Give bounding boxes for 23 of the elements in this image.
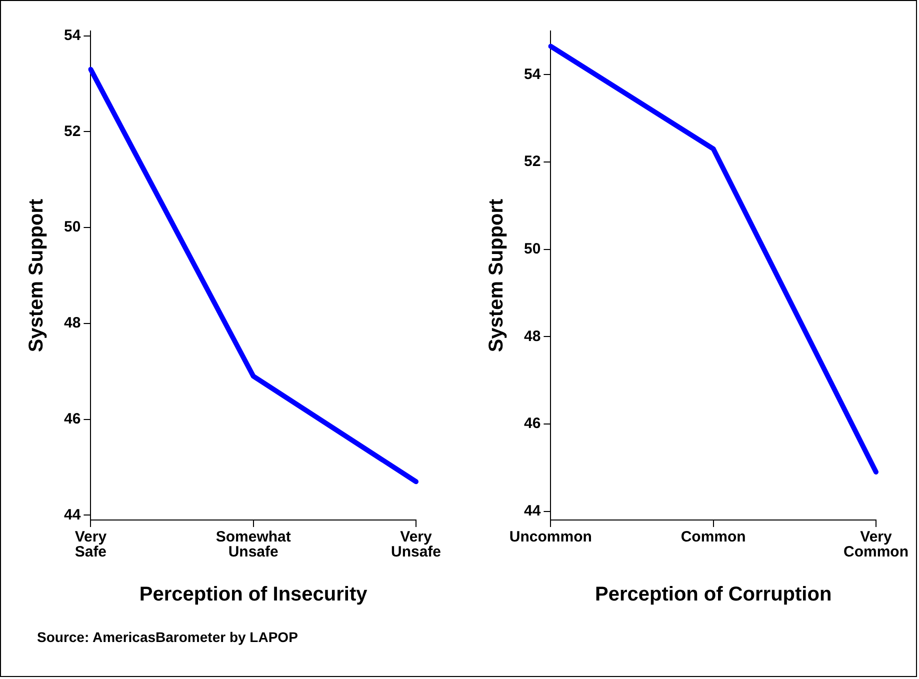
x-tick-label: Very Safe bbox=[74, 528, 108, 561]
y-tick-label: 44 bbox=[524, 502, 542, 520]
y-tick-label: 44 bbox=[64, 506, 82, 524]
x-tick-label: Very Unsafe bbox=[390, 528, 442, 561]
x-tick-label: Common bbox=[680, 528, 746, 546]
x-tick-label: Somewhat Unsafe bbox=[216, 528, 291, 561]
y-tick-label: 46 bbox=[64, 410, 81, 428]
y-tick-label: 48 bbox=[524, 328, 541, 345]
source-note: Source: AmericasBarometer by LAPOP bbox=[37, 629, 298, 645]
x-axis-title: Perception of Corruption bbox=[595, 584, 832, 606]
y-tick-label: 46 bbox=[524, 415, 541, 432]
y-axis-title: System Support bbox=[26, 198, 48, 352]
y-tick-label: 54 bbox=[64, 26, 82, 44]
y-tick-label: 50 bbox=[524, 240, 541, 258]
y-tick-label: 48 bbox=[64, 314, 81, 332]
x-tick-label: Very Common bbox=[844, 528, 908, 561]
x-tick-label: Uncommon bbox=[509, 528, 592, 546]
y-tick-label: 52 bbox=[64, 122, 81, 140]
y-axis-title: System Support bbox=[486, 198, 508, 352]
y-tick-label: 50 bbox=[64, 218, 81, 236]
y-tick-label: 54 bbox=[524, 66, 542, 83]
x-axis-title: Perception of Insecurity bbox=[139, 584, 368, 606]
y-tick-label: 52 bbox=[524, 153, 541, 170]
